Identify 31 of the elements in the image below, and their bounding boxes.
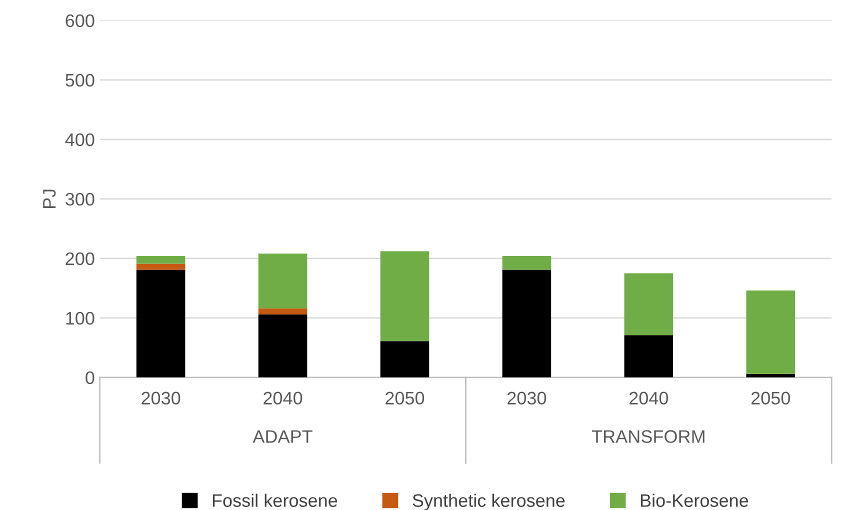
x-tick-label: 2040	[264, 392, 302, 405]
y-tick-label: 500	[66, 74, 94, 87]
x-tick-label: 2040	[630, 392, 668, 405]
y-axis-title: PJ	[43, 190, 56, 208]
bar	[502, 270, 552, 378]
bar	[258, 254, 308, 308]
text: TRANSFORM	[592, 430, 704, 443]
bar	[258, 314, 308, 378]
bar	[624, 335, 674, 378]
bar	[136, 264, 186, 270]
x-tick-label: 2050	[386, 392, 424, 405]
bar	[258, 308, 308, 314]
x-tick-label: 2030	[508, 392, 546, 405]
x-tick-label: 2030	[142, 392, 180, 405]
y-tick-label: 0	[86, 371, 94, 384]
y-tick-label: 600	[66, 14, 94, 28]
bar	[380, 341, 430, 378]
y-tick-label: 300	[66, 192, 94, 206]
bar	[380, 251, 430, 342]
legend-label: Bio-Kerosene	[640, 494, 748, 507]
y-tick-label: 100	[66, 312, 94, 325]
legend-label: Fossil kerosene	[212, 494, 338, 507]
bar	[136, 256, 186, 264]
text: ADAPT	[252, 430, 312, 443]
bar	[136, 270, 186, 378]
x-tick-label: 2050	[751, 392, 790, 405]
bar	[624, 273, 674, 336]
y-tick-label: 400	[65, 133, 94, 146]
bar	[502, 256, 552, 270]
y-tick-label: 200	[66, 252, 94, 266]
bar	[746, 290, 796, 374]
